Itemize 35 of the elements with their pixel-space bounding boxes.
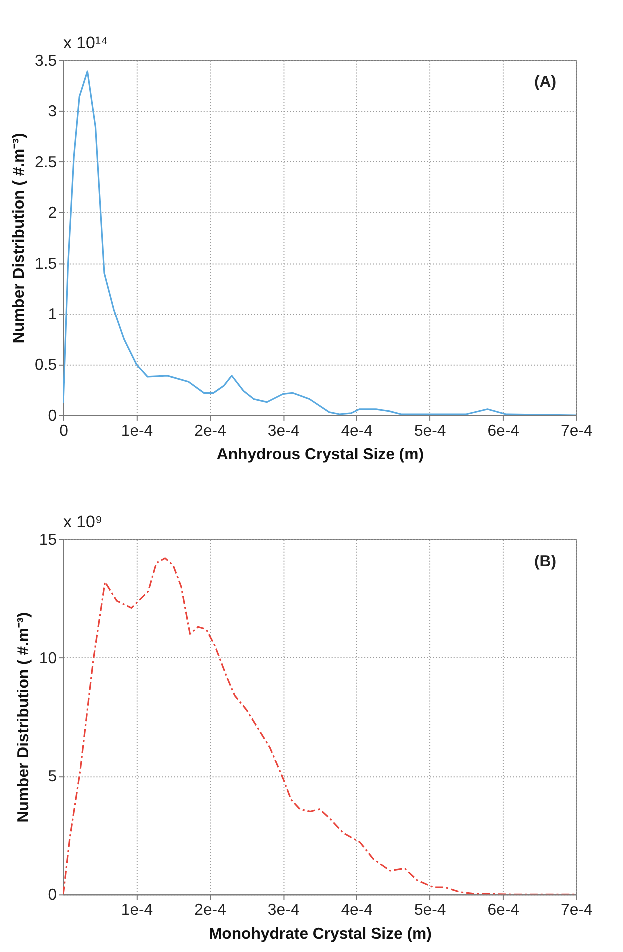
annotation: (A) [534,74,557,92]
y-tick-label: 10 [39,650,58,668]
x-tick-label: 2e-4 [194,902,227,919]
y-axis-title: Number Distribution ( #.m⁻³) [11,133,28,344]
y-tick-label: 2.5 [34,154,58,172]
y-axis-title: Number Distribution ( #.m⁻³) [15,612,32,823]
x-tick-label: 6e-4 [488,422,520,440]
y-tick-label: 0 [48,408,58,425]
y-tick-label: 5 [48,768,58,786]
x-tick-label: 7e-4 [560,902,593,919]
y-tick-label: 0.5 [34,357,58,374]
x-tick-label: 0 [60,422,69,440]
x-tick-label: 3e-4 [268,902,300,919]
y-tick-label: 2 [48,205,58,222]
y-tick-label: 1.5 [34,256,58,273]
y-tick-label: 3.5 [34,52,58,70]
x-tick-label: 5e-4 [414,422,446,440]
x-tick-label: 4e-4 [341,902,374,919]
x-tick-label: 3e-4 [268,422,300,440]
x-tick-label: 2e-4 [194,422,227,440]
text: x 10⁹ [63,512,103,532]
x-tick-label: 7e-4 [560,422,593,440]
x-axis-title: Monohydrate Crystal Size (m) [208,926,432,943]
y-tick-label: 0 [48,887,58,904]
x-tick-label: 1e-4 [121,902,154,919]
y-tick-label: 15 [39,532,58,549]
x-tick-label: 5e-4 [414,902,446,919]
text: x 10¹⁴ [63,33,108,52]
x-axis-title: Anhydrous Crystal Size (m) [216,446,424,464]
x-tick-label: 4e-4 [341,422,374,440]
y-tick-label: 3 [48,104,58,121]
y-tick-label: 1 [48,306,58,324]
x-tick-label: 6e-4 [488,902,520,919]
x-tick-label: 1e-4 [121,422,154,440]
annotation: (B) [534,553,557,570]
